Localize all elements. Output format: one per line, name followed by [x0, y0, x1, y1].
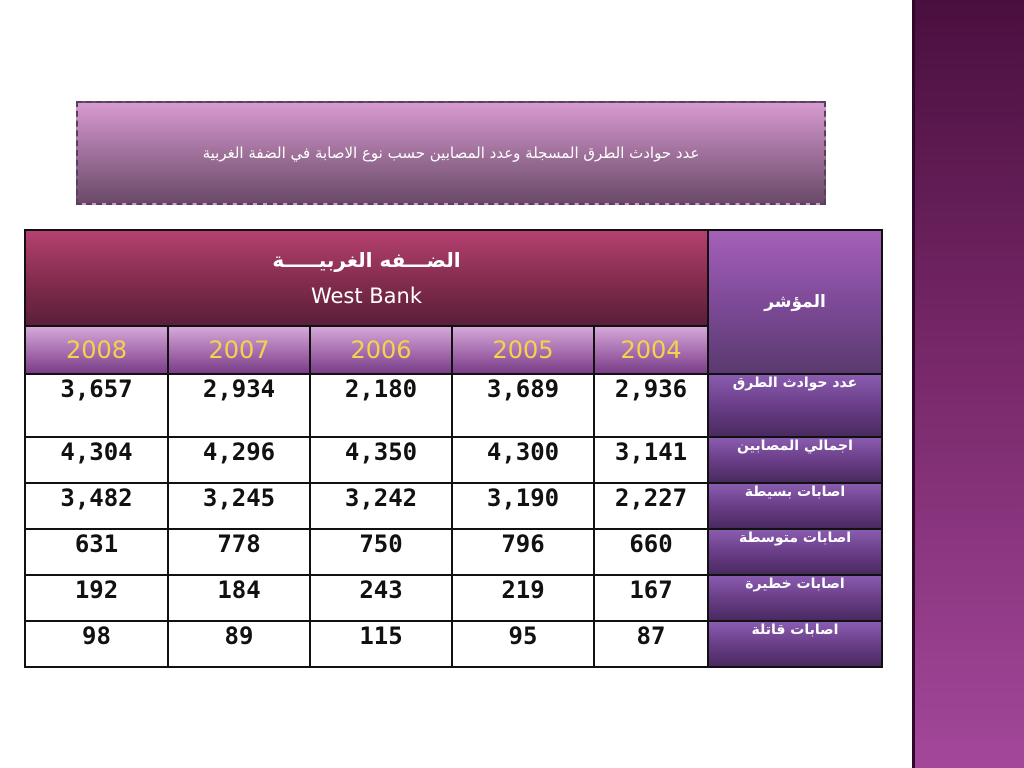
- table-cell: 3,245: [167, 482, 311, 530]
- year-header-2004: 2004: [593, 325, 709, 375]
- row-label: اصابات بسيطة: [707, 482, 883, 530]
- data-table: الضـــفه الغربيـــــة West Bank المؤشر 2…: [24, 229, 883, 668]
- year-header-2007: 2007: [167, 325, 311, 375]
- region-header-english: West Bank: [310, 284, 423, 308]
- table-cell: 87: [593, 620, 709, 668]
- table-cell: 98: [24, 620, 169, 668]
- table-cell: 2,934: [167, 373, 311, 438]
- table-cell: 3,141: [593, 436, 709, 484]
- table-row: 4,304 4,296 4,350 4,300 3,141 اجمالي الم…: [24, 436, 883, 484]
- table-cell: 219: [451, 574, 595, 622]
- table-cell: 115: [309, 620, 453, 668]
- table-cell: 2,180: [309, 373, 453, 438]
- table-row: 98 89 115 95 87 اصابات قاتلة: [24, 620, 883, 668]
- row-label: اصابات خطيرة: [707, 574, 883, 622]
- table-cell: 750: [309, 528, 453, 576]
- table-cell: 2,936: [593, 373, 709, 438]
- table-cell: 796: [451, 528, 595, 576]
- table-cell: 4,350: [309, 436, 453, 484]
- table-cell: 4,296: [167, 436, 311, 484]
- year-header-2006: 2006: [309, 325, 453, 375]
- table-cell: 4,304: [24, 436, 169, 484]
- table-cell: 4,300: [451, 436, 595, 484]
- table-cell: 2,227: [593, 482, 709, 530]
- slide-title: عدد حوادث الطرق المسجلة وعدد المصابين حس…: [202, 144, 700, 162]
- table-cell: 3,657: [24, 373, 169, 438]
- table-cell: 95: [451, 620, 595, 668]
- table-cell: 778: [167, 528, 311, 576]
- year-header-2005: 2005: [451, 325, 595, 375]
- table-cell: 3,242: [309, 482, 453, 530]
- table-row: 192 184 243 219 167 اصابات خطيرة: [24, 574, 883, 622]
- table-cell: 631: [24, 528, 169, 576]
- row-label: اجمالي المصابين: [707, 436, 883, 484]
- table-cell: 660: [593, 528, 709, 576]
- table-row: 3,657 2,934 2,180 3,689 2,936 عدد حوادث …: [24, 373, 883, 438]
- region-header-arabic: الضـــفه الغربيـــــة: [272, 248, 461, 272]
- table-cell: 243: [309, 574, 453, 622]
- decorative-side-bar: [912, 0, 1024, 768]
- table-row: 3,482 3,245 3,242 3,190 2,227 اصابات بسي…: [24, 482, 883, 530]
- table-cell: 192: [24, 574, 169, 622]
- region-header: الضـــفه الغربيـــــة West Bank: [24, 229, 709, 327]
- table-cell: 3,190: [451, 482, 595, 530]
- row-label: اصابات متوسطة: [707, 528, 883, 576]
- table-cell: 167: [593, 574, 709, 622]
- title-box: عدد حوادث الطرق المسجلة وعدد المصابين حس…: [76, 101, 826, 205]
- table-row: 631 778 750 796 660 اصابات متوسطة: [24, 528, 883, 576]
- table-cell: 3,689: [451, 373, 595, 438]
- indicator-header: المؤشر: [707, 229, 883, 375]
- year-header-2008: 2008: [24, 325, 169, 375]
- table-cell: 89: [167, 620, 311, 668]
- row-label: عدد حوادث الطرق: [707, 373, 883, 438]
- row-label: اصابات قاتلة: [707, 620, 883, 668]
- table-cell: 3,482: [24, 482, 169, 530]
- table-cell: 184: [167, 574, 311, 622]
